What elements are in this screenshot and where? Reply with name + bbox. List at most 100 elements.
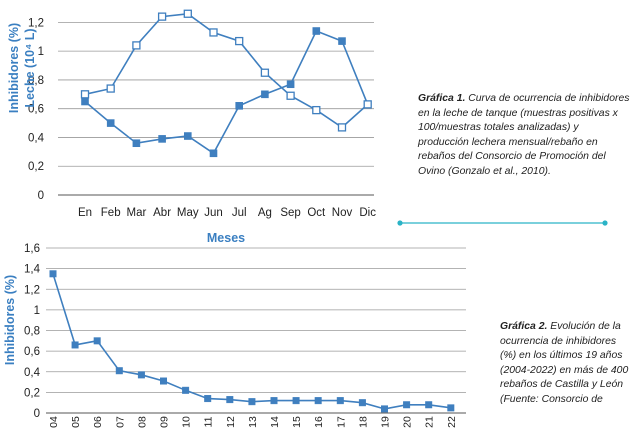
chart-1-series-1-point — [132, 139, 141, 148]
chart-2-series-point — [447, 404, 455, 412]
section-divider — [397, 220, 608, 226]
chart-1-series-1-point — [81, 97, 89, 106]
chart-2-y-tick-label: 0,6 — [24, 346, 40, 358]
chart-2-y-tick-label: 0 — [34, 408, 40, 420]
chart-2-series-point — [160, 377, 167, 385]
chart-2-caption-title: Gráfica 2. — [500, 321, 548, 332]
chart-2-caption: Gráfica 2. Evolución de la ocurrencia de… — [500, 320, 634, 408]
chart-1-y-tick-label: 1,2 — [28, 17, 44, 29]
chart-2-x-tick-label: 21 — [424, 416, 436, 428]
chart-2-y-tick-label: 1 — [34, 305, 40, 317]
chart-1-series-1-point — [286, 80, 295, 89]
chart-2-y-tick-labels: 0 0,2 0,4 0,6 0,8 1 1,2 1,4 1,6 — [24, 243, 41, 420]
chart-1-x-tick-label: Jul — [232, 207, 247, 219]
chart-1-series-1-point — [106, 119, 115, 127]
chart-1-y-tick-label: 0,8 — [28, 75, 44, 87]
chart-1-x-tick-label: Nov — [332, 207, 353, 219]
chart-1-y-tick-label: 0,6 — [28, 104, 44, 116]
chart-2-series-point — [248, 398, 256, 406]
chart-1-x-axis-label: Meses — [207, 231, 245, 245]
chart-1-x-tick-label: Dic — [359, 207, 376, 219]
chart-1-series-2-point — [286, 91, 295, 100]
chart-2-y-axis-label: Inhibidores (%) — [3, 275, 17, 365]
chart-2-y-tick-label: 1,2 — [24, 284, 40, 296]
chart-1-series — [80, 9, 372, 158]
chart-1-series-1-point — [235, 102, 243, 110]
chart-1-series-2-point — [132, 41, 141, 50]
chart-1-x-tick-label: En — [78, 207, 92, 219]
chart-1-y-tick-label: 1 — [38, 46, 44, 58]
chart-1-series-1-point — [158, 135, 166, 143]
chart-1-series-2-point — [209, 28, 218, 37]
chart-1-caption-text: Curva de ocurrencia de inhibidores en la… — [418, 93, 630, 177]
chart-1-series-2-point — [106, 84, 115, 93]
chart-2-x-tick-label: 06 — [92, 416, 104, 428]
chart-1-series-1-point — [261, 90, 269, 99]
chart-1-series-1-point — [338, 37, 346, 45]
chart-1-y-tick-label: 0,2 — [28, 161, 44, 173]
chart-1-series-2-point — [312, 105, 321, 115]
chart-2-series-point — [137, 371, 145, 379]
chart-1-series-2-point — [337, 123, 347, 132]
chart-2-series-point — [381, 405, 388, 413]
chart-1-series-2-point — [260, 68, 270, 77]
chart-1-x-tick-label: Jun — [204, 207, 223, 219]
chart-2-series-point — [403, 401, 411, 409]
chart-2-y-tick-label: 0,2 — [24, 387, 40, 399]
chart-1-series-2-line — [84, 12, 369, 129]
chart-1-series-1-line — [84, 29, 369, 155]
chart-1-y-axis-label-2: Leche (10⁴ L) — [23, 28, 37, 107]
chart-2-series-point — [115, 367, 123, 375]
chart-1-series-1-point — [184, 132, 192, 140]
chart-2-gridlines — [46, 247, 466, 414]
chart-1-caption-title: Gráfica 1. — [418, 93, 466, 104]
chart-2-x-tick-labels: 04 05 06 07 08 09 10 11 12 13 14 15 16 17 18 19 20 21 22 — [48, 416, 458, 428]
chart-2-x-tick-label: 12 — [225, 416, 237, 428]
chart-1-caption: Gráfica 1. Curva de ocurrencia de inhibi… — [418, 92, 630, 180]
chart-1-milk-inhibitors-by-month: 0 0,2 0,4 0,6 0,8 1 1,2 En Feb Mar Abr May Jun Jul Ag… — [7, 9, 376, 245]
chart-1-series-1-point — [312, 27, 321, 35]
chart-1-gridlines — [58, 21, 374, 196]
chart-1-series-1-point — [209, 149, 218, 158]
chart-1-x-tick-label: May — [177, 207, 199, 219]
chart-2-series-point — [314, 397, 322, 405]
chart-2-x-tick-label: 19 — [380, 416, 392, 428]
chart-2-inhibitors-by-year: 0 0,2 0,4 0,6 0,8 1 1,2 1,4 1,6 04 05 06 07 08 09 10 11… — [3, 243, 466, 428]
chart-2-series-point — [292, 397, 300, 405]
chart-2-x-tick-label: 22 — [446, 416, 458, 428]
chart-2-x-tick-label: 05 — [70, 416, 82, 428]
chart-1-x-tick-label: Abr — [153, 207, 171, 219]
chart-2-x-tick-label: 10 — [181, 416, 193, 428]
chart-1-series-2-point — [80, 90, 90, 99]
chart-2-y-tick-label: 1,4 — [24, 264, 41, 276]
chart-2-series — [49, 270, 455, 413]
chart-2-series-point — [182, 386, 190, 394]
chart-1-y-tick-label: 0,4 — [28, 132, 45, 144]
chart-2-x-tick-label: 09 — [159, 416, 171, 428]
chart-1-series-2-point — [183, 9, 192, 18]
chart-1-series-2-point — [157, 12, 167, 21]
chart-2-x-tick-label: 18 — [357, 416, 369, 428]
chart-2-y-tick-label: 1,6 — [24, 243, 40, 255]
chart-2-x-tick-label: 14 — [269, 416, 281, 428]
chart-1-x-tick-label: Feb — [101, 207, 121, 219]
chart-2-x-tick-label: 07 — [114, 416, 126, 428]
chart-2-series-point — [270, 397, 278, 405]
chart-1-x-tick-label: Mar — [126, 207, 146, 219]
chart-2-caption-text: Evolución de la ocurrencia de inhibidore… — [500, 321, 629, 405]
chart-2-x-tick-label: 16 — [313, 416, 325, 428]
chart-2-x-tick-label: 04 — [48, 416, 60, 428]
chart-2-series-point — [71, 341, 79, 349]
chart-2-series-point — [358, 399, 366, 407]
chart-2-series-point — [93, 337, 101, 345]
chart-2-y-tick-label: 0,8 — [24, 326, 40, 338]
chart-2-x-tick-label: 13 — [247, 416, 259, 428]
chart-2-series-point — [49, 270, 57, 278]
chart-2-series-point — [425, 401, 433, 409]
chart-1-y-axis-label: Inhibidores (%) — [7, 23, 21, 113]
chart-1-x-tick-label: Oct — [307, 207, 326, 219]
chart-1-x-tick-label: Sep — [280, 207, 300, 219]
chart-2-y-tick-label: 0,4 — [24, 367, 41, 379]
chart-1-series-2-point — [235, 36, 244, 46]
